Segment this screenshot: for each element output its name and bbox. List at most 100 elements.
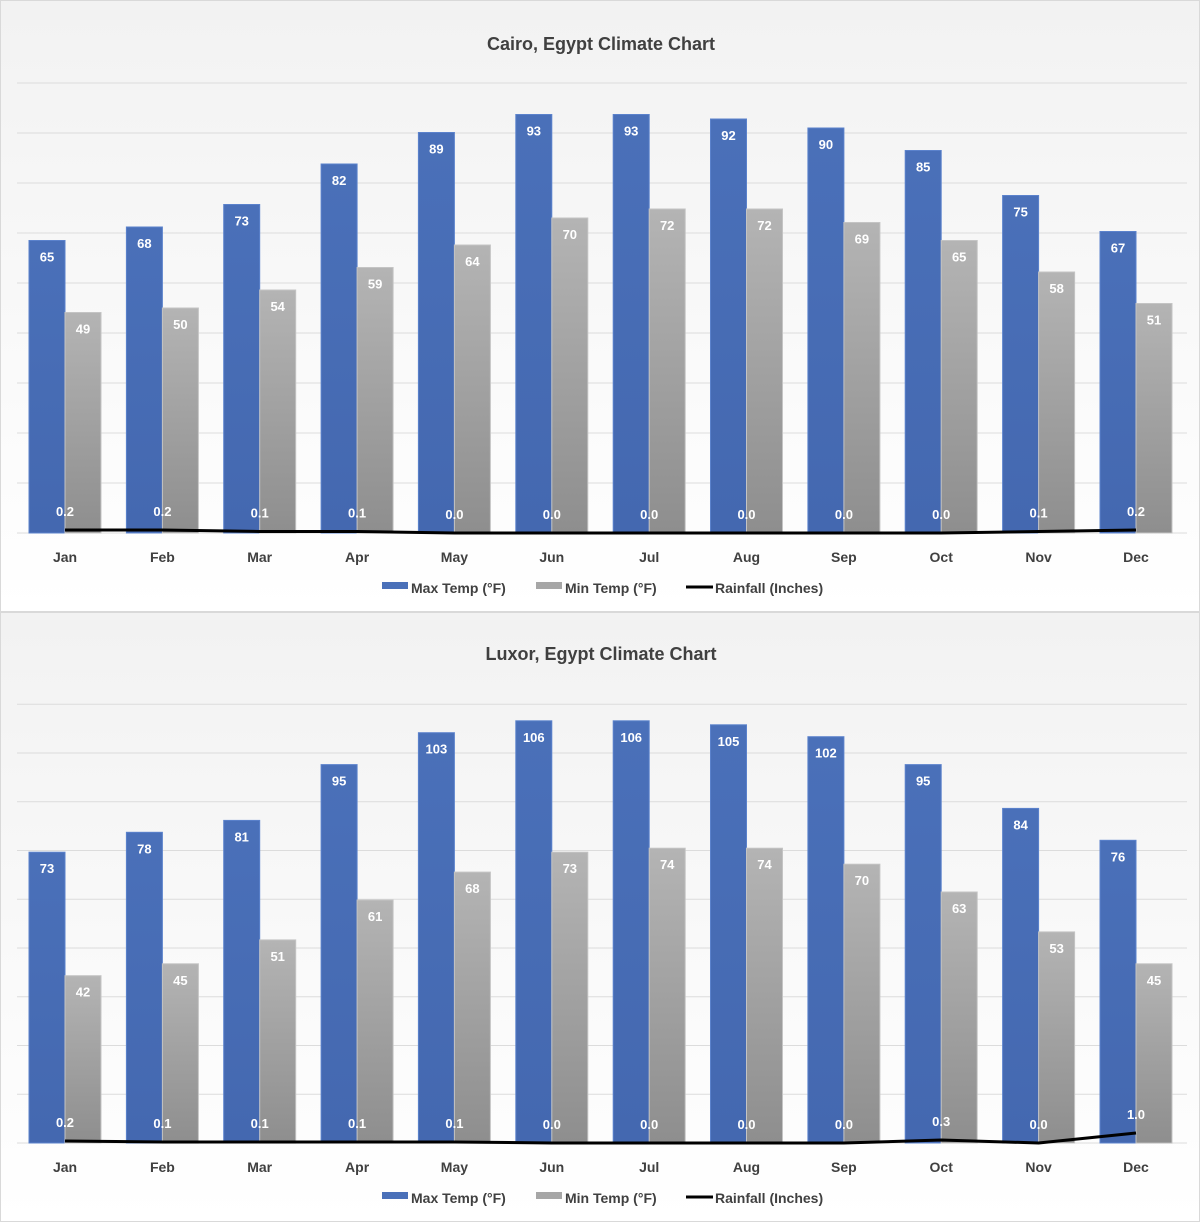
rainfall-line xyxy=(64,1131,1137,1145)
max-temp-bar xyxy=(515,114,553,534)
legend-swatch-max-temp xyxy=(382,582,408,589)
min-temp-bar xyxy=(843,863,881,1144)
rainfall-label: 0.0 xyxy=(737,507,755,522)
max-temp-label: 78 xyxy=(137,841,151,856)
x-tick-label: Jun xyxy=(539,549,564,565)
max-temp-label: 89 xyxy=(429,142,443,157)
min-temp-bar xyxy=(1038,271,1076,534)
chart-title: Cairo, Egypt Climate Chart xyxy=(487,34,715,54)
x-tick-label: Apr xyxy=(345,549,370,565)
rainfall-line xyxy=(65,528,1137,535)
min-temp-bar xyxy=(551,851,589,1144)
max-temp-label: 106 xyxy=(523,730,545,745)
min-temp-bar xyxy=(1038,931,1076,1144)
min-temp-label: 69 xyxy=(855,232,869,247)
rainfall-label: 1.0 xyxy=(1127,1107,1145,1122)
min-temp-label: 50 xyxy=(173,317,187,332)
luxor-climate-chart: Luxor, Egypt Climate Chart 73 42 Jan 78 45 Feb… xyxy=(17,644,1187,1206)
min-temp-bar xyxy=(453,244,491,534)
rainfall-label: 0.0 xyxy=(445,507,463,522)
legend-swatch-min-temp xyxy=(536,1192,562,1199)
rainfall-label: 0.1 xyxy=(153,1116,171,1131)
max-temp-bar xyxy=(223,204,261,534)
min-temp-label: 58 xyxy=(1049,281,1063,296)
x-tick-label: May xyxy=(441,1159,468,1175)
min-temp-label: 53 xyxy=(1049,941,1063,956)
rainfall-label: 0.3 xyxy=(932,1114,950,1129)
rainfall-label: 0.0 xyxy=(640,507,658,522)
x-tick-label: Sep xyxy=(831,549,857,565)
max-temp-label: 92 xyxy=(721,128,735,143)
max-temp-bar xyxy=(223,819,261,1144)
min-temp-bar xyxy=(259,289,297,534)
max-temp-label: 84 xyxy=(1013,817,1028,832)
min-temp-label: 64 xyxy=(465,254,480,269)
max-temp-label: 82 xyxy=(332,173,346,188)
min-temp-label: 49 xyxy=(76,322,90,337)
x-tick-label: Aug xyxy=(733,549,760,565)
rainfall-label: 0.0 xyxy=(737,1117,755,1132)
luxor-chart-panel: Luxor, Egypt Climate Chart 73 42 Jan 78 45 Feb… xyxy=(0,612,1200,1222)
rainfall-label: 0.0 xyxy=(835,1117,853,1132)
min-temp-bar xyxy=(940,240,978,534)
x-tick-label: Jun xyxy=(539,1159,564,1175)
x-tick-label: Nov xyxy=(1025,1159,1052,1175)
min-temp-bar xyxy=(648,847,686,1144)
rainfall-label: 0.0 xyxy=(543,1117,561,1132)
min-temp-bar xyxy=(259,939,297,1144)
max-temp-bar xyxy=(28,240,66,534)
legend-label-min-temp: Min Temp (°F) xyxy=(565,1190,657,1206)
max-temp-bar xyxy=(1099,231,1137,534)
legend-label-min-temp: Min Temp (°F) xyxy=(565,580,657,596)
min-temp-label: 74 xyxy=(660,857,675,872)
min-temp-bar xyxy=(746,847,783,1144)
max-temp-bar xyxy=(320,764,358,1144)
rainfall-label: 0.1 xyxy=(251,1116,269,1131)
x-tick-label: Nov xyxy=(1025,549,1052,565)
min-temp-label: 74 xyxy=(757,857,772,872)
x-tick-label: Mar xyxy=(247,1159,272,1175)
rainfall-label: 0.0 xyxy=(640,1117,658,1132)
max-temp-label: 65 xyxy=(40,250,54,265)
min-temp-label: 45 xyxy=(173,973,187,988)
x-tick-label: Feb xyxy=(150,549,175,565)
max-temp-bar xyxy=(1002,807,1040,1144)
rainfall-label: 0.0 xyxy=(1030,1117,1048,1132)
rainfall-label: 0.2 xyxy=(56,1115,74,1130)
max-temp-label: 93 xyxy=(527,124,541,139)
min-temp-label: 70 xyxy=(563,227,577,242)
max-temp-label: 102 xyxy=(815,746,837,761)
rainfall-label: 0.2 xyxy=(56,504,74,519)
max-temp-label: 90 xyxy=(819,137,833,152)
max-temp-bar xyxy=(417,132,455,534)
x-tick-label: Sep xyxy=(831,1159,857,1175)
rainfall-label: 0.0 xyxy=(932,507,950,522)
rainfall-label: 0.1 xyxy=(348,1116,366,1131)
max-temp-bar xyxy=(1099,839,1137,1144)
min-temp-label: 51 xyxy=(270,949,284,964)
legend-label-rainfall: Rainfall (Inches) xyxy=(715,1190,823,1206)
max-temp-bar xyxy=(710,724,747,1144)
min-temp-bar xyxy=(843,222,881,534)
legend-swatch-min-temp xyxy=(536,582,562,589)
x-tick-label: Oct xyxy=(930,1159,954,1175)
x-tick-label: Feb xyxy=(150,1159,175,1175)
x-tick-label: Jul xyxy=(639,549,659,565)
legend-swatch-max-temp xyxy=(382,1192,408,1199)
max-temp-label: 105 xyxy=(718,734,740,749)
min-temp-bar xyxy=(1135,963,1173,1144)
min-temp-label: 70 xyxy=(855,873,869,888)
min-temp-label: 68 xyxy=(465,881,479,896)
max-temp-label: 106 xyxy=(620,730,642,745)
chart-title: Luxor, Egypt Climate Chart xyxy=(485,644,716,664)
min-temp-bar xyxy=(356,267,394,534)
min-temp-label: 72 xyxy=(660,218,674,233)
max-temp-bar xyxy=(515,720,553,1144)
max-temp-label: 73 xyxy=(40,861,54,876)
max-temp-bar xyxy=(125,831,163,1144)
x-tick-label: Oct xyxy=(930,549,954,565)
legend-label-max-temp: Max Temp (°F) xyxy=(411,580,506,596)
rainfall-label: 0.1 xyxy=(348,506,366,521)
x-tick-label: Dec xyxy=(1123,1159,1149,1175)
min-temp-bar xyxy=(746,208,783,534)
